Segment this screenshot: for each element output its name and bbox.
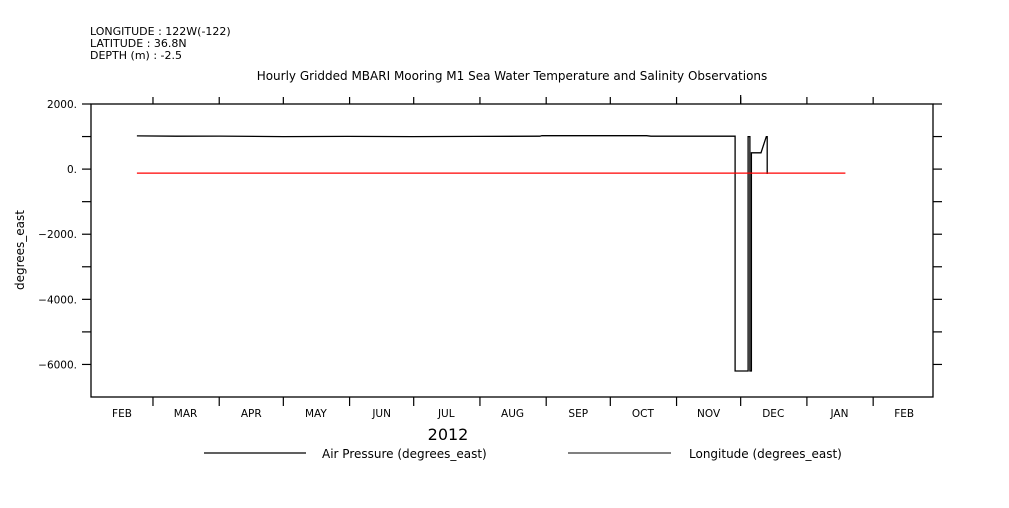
latitude-label: LATITUDE : 36.8N <box>90 37 187 50</box>
x-tick-label: OCT <box>632 408 655 420</box>
y-tick-label: −6000. <box>38 359 77 371</box>
legend: Air Pressure (degrees_east) Longitude (d… <box>204 447 842 461</box>
y-tick-label: 2000. <box>47 99 77 111</box>
x-tick-label: NOV <box>697 408 721 420</box>
chart-title: Hourly Gridded MBARI Mooring M1 Sea Wate… <box>257 69 768 83</box>
x-axis-label: 2012 <box>428 425 469 444</box>
x-tick-label: MAY <box>305 408 327 420</box>
depth-label: DEPTH (m) : -2.5 <box>90 49 182 62</box>
x-tick-label: JUN <box>371 408 391 420</box>
x-tick-label: APR <box>241 408 262 420</box>
legend-label-air-pressure: Air Pressure (degrees_east) <box>322 447 487 461</box>
x-tick-label: FEB <box>112 408 132 420</box>
y-tick-label: 0. <box>67 164 77 176</box>
x-tick-label: MAR <box>174 408 198 420</box>
x-tick-label: FEB <box>894 408 914 420</box>
x-tick-label: AUG <box>501 408 524 420</box>
x-tick-label: DEC <box>762 408 784 420</box>
x-tick-label: JUL <box>437 408 455 420</box>
series-line-air-pressure <box>136 134 768 372</box>
plot-frame <box>90 103 934 398</box>
y-tick-label: −4000. <box>38 294 77 306</box>
x-tick-label: SEP <box>568 408 588 420</box>
y-tick-label: −2000. <box>38 229 77 241</box>
legend-label-longitude: Longitude (degrees_east) <box>689 447 842 461</box>
longitude-label: LONGITUDE : 122W(-122) <box>90 25 231 38</box>
y-axis-label: degrees_east <box>13 210 27 290</box>
x-tick-label: JAN <box>830 408 849 420</box>
